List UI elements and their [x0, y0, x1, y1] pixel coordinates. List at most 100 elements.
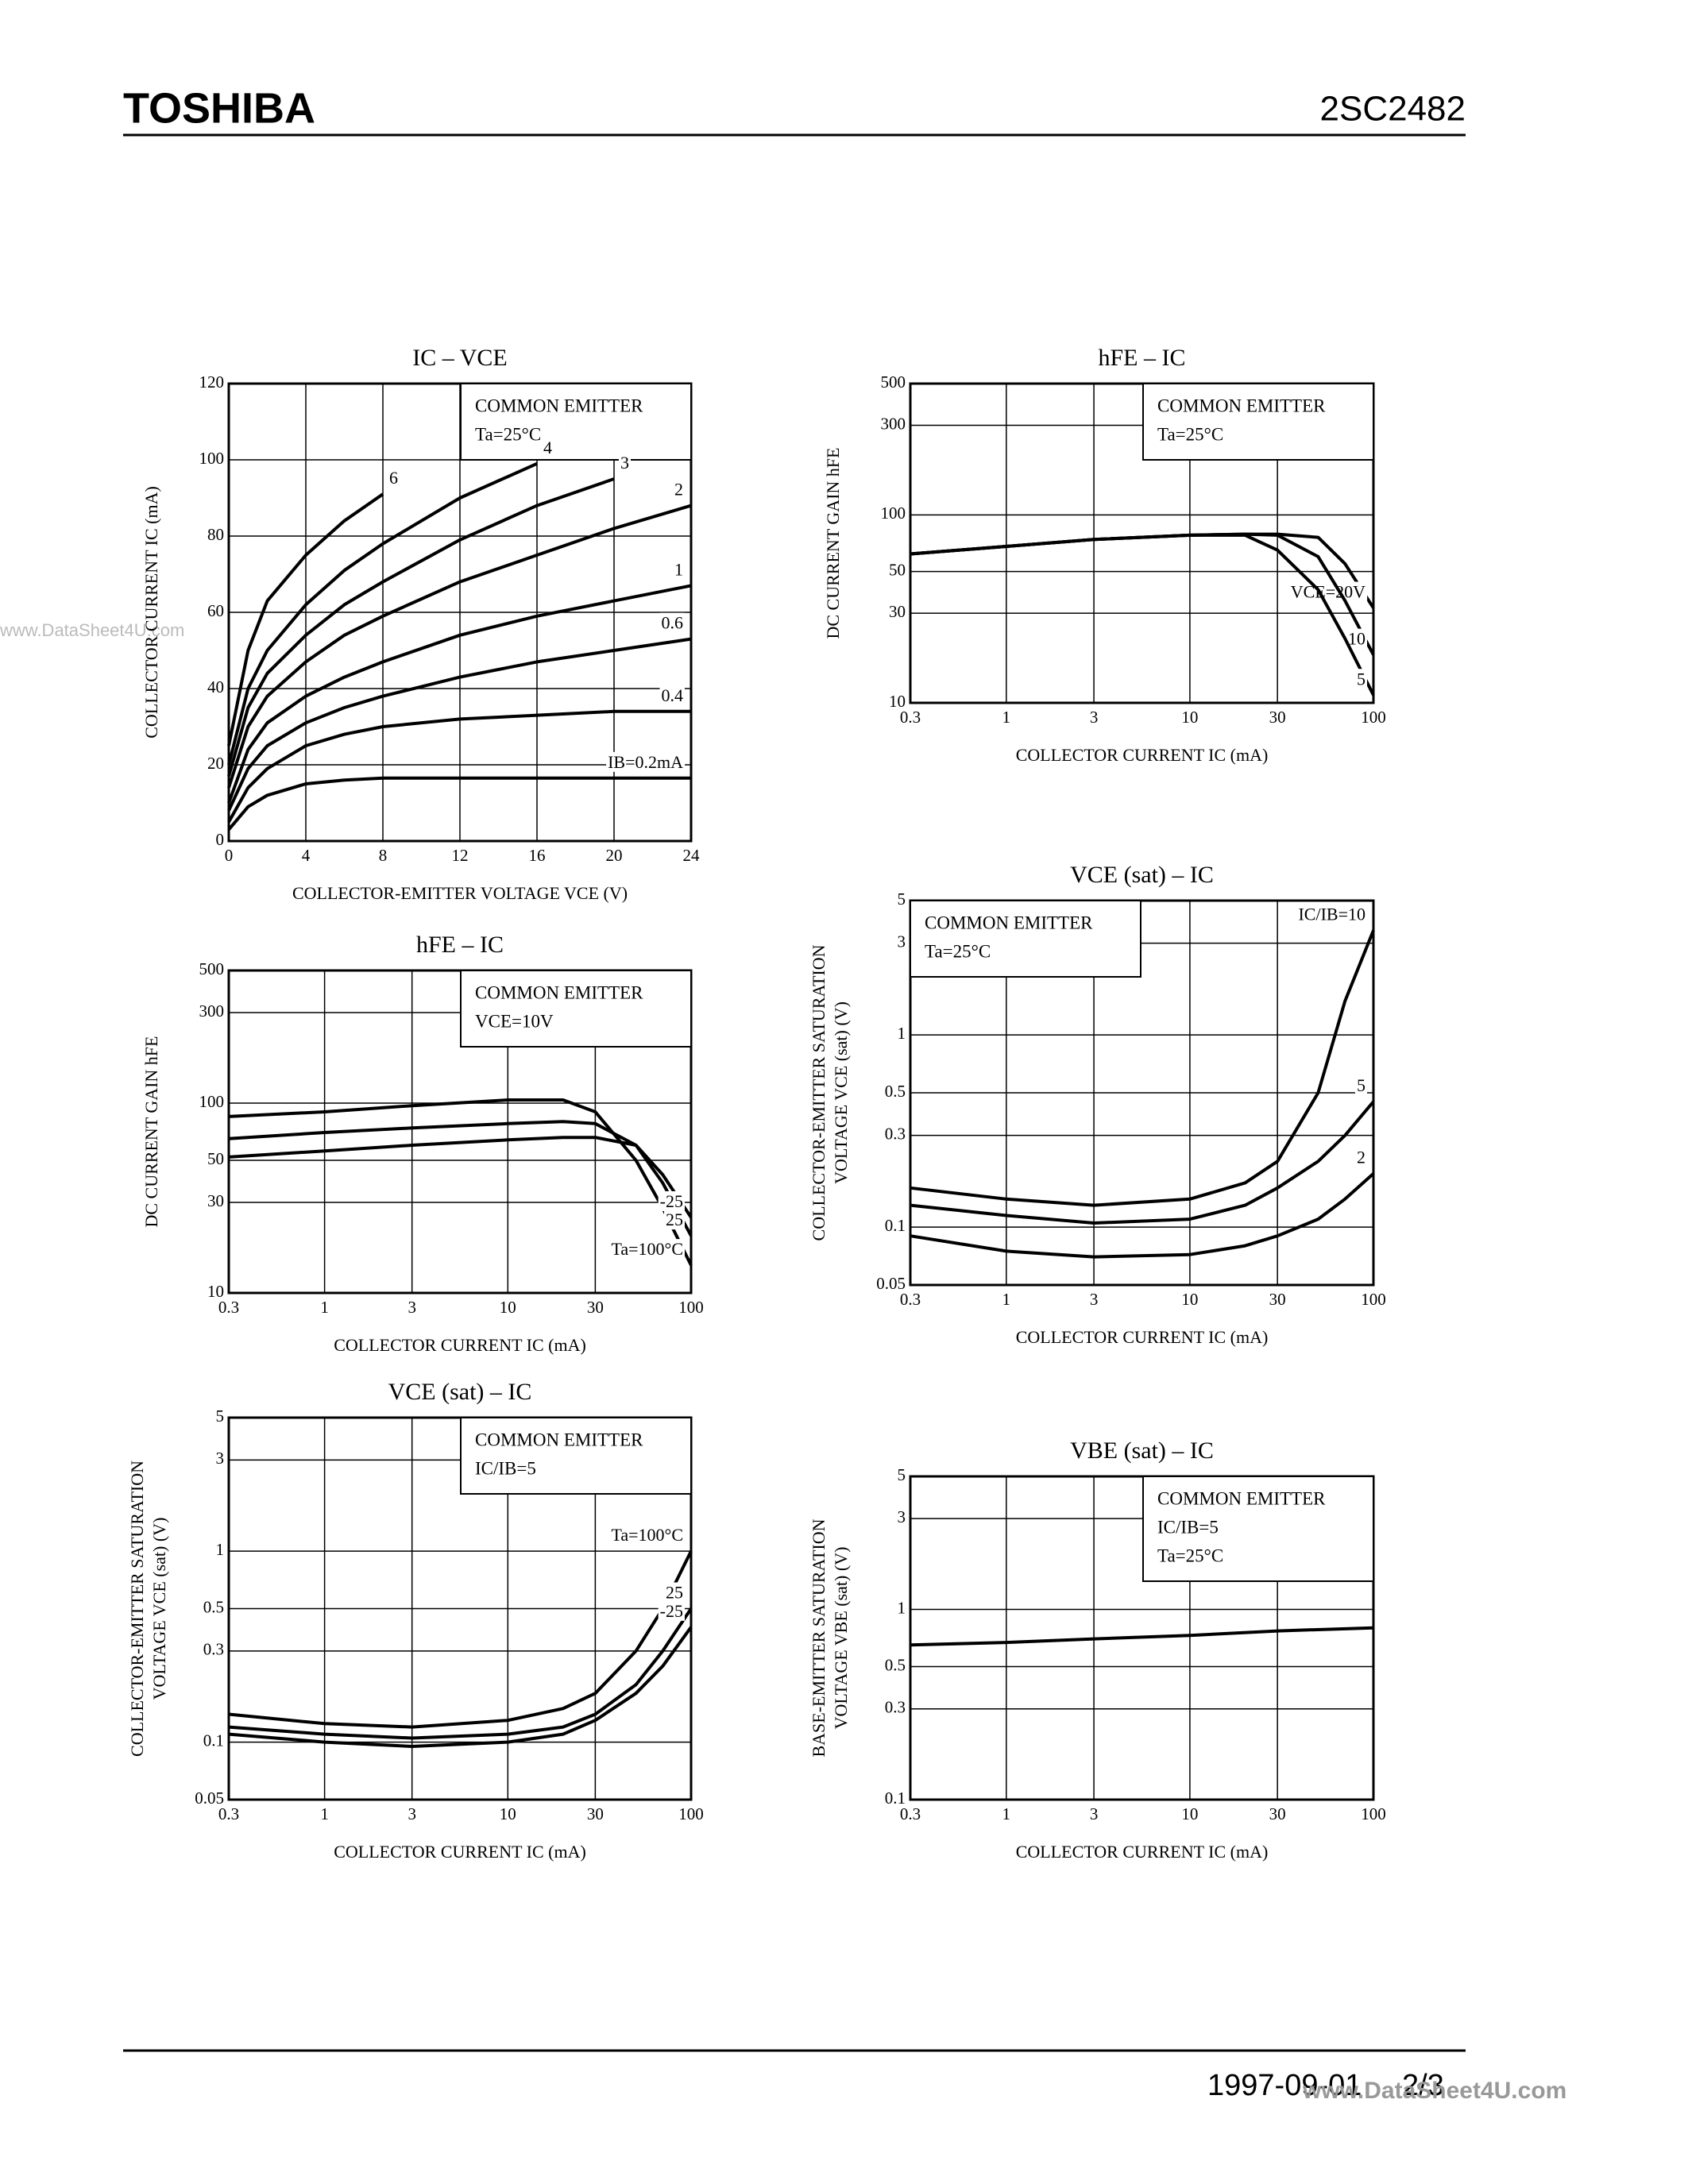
series-line — [910, 1172, 1375, 1259]
watermark: www.DataSheet4U.com — [1302, 2078, 1566, 2104]
chart-title: hFE – IC — [416, 932, 504, 958]
annotation: COMMON EMITTER — [475, 396, 643, 415]
series-line — [227, 709, 691, 823]
x-tick-label: 3 — [1090, 1290, 1099, 1309]
series-label: 25 — [666, 1583, 683, 1603]
x-axis-label: COLLECTOR CURRENT IC (mA) — [1016, 745, 1269, 765]
x-tick-label: 100 — [678, 1804, 704, 1823]
y-tick-label: 0.5 — [885, 1082, 906, 1101]
y-tick-label: 0.3 — [203, 1640, 224, 1659]
series-label-bg — [542, 437, 554, 457]
series-label-bg — [673, 479, 685, 500]
y-tick-label: 300 — [199, 1001, 225, 1021]
series-line — [910, 1626, 1374, 1647]
y-axis-label: COLLECTOR-EMITTER SATURATION — [809, 944, 829, 1241]
y-tick-label: 20 — [207, 754, 224, 773]
y-tick-label: 50 — [889, 560, 906, 579]
x-tick-label: 100 — [1361, 1290, 1386, 1309]
y-tick-label: 0.3 — [885, 1698, 906, 1717]
y-axis-label: VOLTAGE VCE (sat) (V) — [149, 1518, 169, 1700]
series-label: 0.4 — [662, 685, 684, 705]
x-tick-label: 100 — [1361, 1804, 1386, 1823]
y-tick-label: 120 — [199, 372, 225, 392]
y-axis-label: COLLECTOR CURRENT IC (mA) — [141, 486, 161, 739]
x-tick-label: 0.3 — [900, 1804, 921, 1823]
series-label-bg — [1355, 1075, 1367, 1096]
y-axis-label: DC CURRENT GAIN hFE — [141, 1036, 161, 1227]
annotation: VCE=10V — [475, 1011, 554, 1031]
series-label: 5 — [1357, 669, 1365, 689]
series-label-bg — [659, 612, 685, 633]
chart-title: VBE (sat) – IC — [1070, 1437, 1214, 1464]
annotation: COMMON EMITTER — [475, 1430, 643, 1449]
y-axis-label: DC CURRENT GAIN hFE — [823, 447, 843, 639]
x-tick-label: 4 — [302, 846, 311, 865]
series-label: -25 — [660, 1601, 683, 1621]
y-tick-label: 10 — [207, 1282, 224, 1301]
series-label: 0.6 — [662, 613, 684, 633]
series-label: 10 — [1348, 629, 1365, 649]
series-label-bg — [609, 1525, 685, 1545]
series-line — [228, 1098, 693, 1266]
x-axis-label: COLLECTOR CURRENT IC (mA) — [334, 1335, 586, 1355]
x-tick-label: 16 — [529, 846, 546, 865]
x-tick-label: 30 — [587, 1298, 604, 1317]
annotation: Ta=25°C — [1157, 424, 1223, 444]
series-line — [227, 492, 384, 747]
series-line — [227, 776, 691, 831]
series-label-bg — [606, 751, 686, 772]
plot-frame — [909, 1475, 1375, 1801]
series-label-bg — [664, 1210, 685, 1230]
y-tick-label: 500 — [881, 372, 906, 392]
y-tick-label: 5 — [898, 1465, 906, 1484]
y-tick-label: 0.5 — [885, 1655, 906, 1674]
x-axis-label: COLLECTOR CURRENT IC (mA) — [334, 1842, 586, 1862]
x-tick-label: 10 — [1181, 1290, 1198, 1309]
x-tick-label: 30 — [1269, 1290, 1286, 1309]
y-tick-label: 30 — [889, 602, 906, 621]
annotation: COMMON EMITTER — [1157, 396, 1326, 415]
x-tick-label: 3 — [1090, 708, 1099, 727]
y-tick-label: 10 — [889, 692, 906, 711]
series-line — [227, 461, 538, 766]
part-number: 2SC2482 — [1320, 90, 1466, 129]
y-tick-label: 1 — [898, 1024, 906, 1043]
x-tick-label: 1 — [320, 1804, 329, 1823]
x-tick-label: 10 — [1181, 1804, 1198, 1823]
brand: TOSHIBA — [123, 84, 315, 132]
y-tick-label: 30 — [207, 1191, 224, 1210]
series-label-bg — [658, 1190, 685, 1211]
series-label: IC/IB=10 — [1298, 905, 1365, 924]
annotation: Ta=25°C — [475, 424, 541, 444]
y-tick-label: 0.5 — [203, 1597, 224, 1616]
series-label-bg — [1288, 581, 1368, 602]
x-axis-label: COLLECTOR CURRENT IC (mA) — [1016, 1327, 1269, 1347]
y-tick-label: 40 — [207, 677, 224, 696]
y-tick-label: 300 — [881, 414, 906, 433]
x-tick-label: 3 — [408, 1804, 416, 1823]
y-tick-label: 60 — [207, 601, 224, 620]
series-line — [228, 1626, 693, 1748]
y-tick-label: 3 — [898, 932, 906, 951]
x-tick-label: 1 — [1002, 1804, 1011, 1823]
x-axis-label: COLLECTOR-EMITTER VOLTAGE VCE (V) — [292, 883, 628, 903]
y-axis-label: COLLECTOR-EMITTER SATURATION — [127, 1461, 147, 1757]
series-label-bg — [619, 453, 631, 473]
y-tick-label: 1 — [216, 1540, 225, 1559]
annotation: Ta=25°C — [1157, 1545, 1223, 1565]
series-label: 2 — [1357, 1148, 1365, 1167]
series-label: VCE=20V — [1291, 582, 1365, 602]
annotation: IC/IB=5 — [475, 1458, 536, 1478]
annotation-box — [460, 970, 692, 1048]
y-tick-label: 80 — [207, 525, 224, 544]
series-line — [228, 1136, 693, 1219]
series-label-bg — [664, 1582, 685, 1603]
y-tick-label: 50 — [207, 1149, 224, 1168]
x-tick-label: 0.3 — [218, 1804, 239, 1823]
x-tick-label: 100 — [678, 1298, 704, 1317]
series-line — [910, 533, 1375, 696]
y-tick-label: 1 — [898, 1598, 906, 1617]
annotation-box — [1142, 1476, 1374, 1582]
series-label: Ta=100°C — [611, 1239, 683, 1259]
